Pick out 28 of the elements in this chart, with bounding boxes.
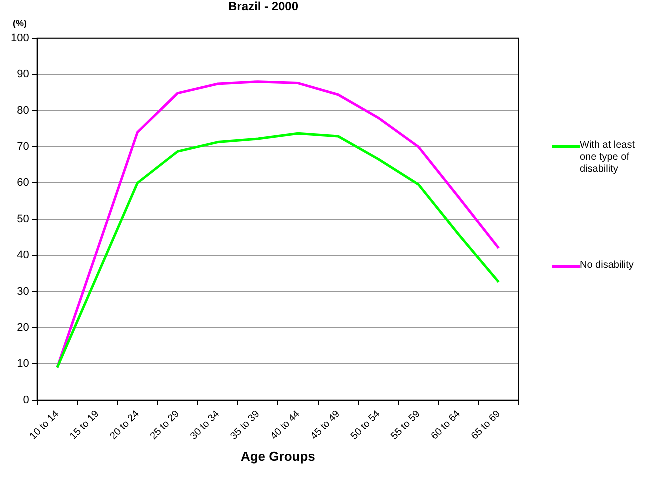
y-tick-label: 90 bbox=[17, 68, 30, 81]
y-tick-label: 30 bbox=[17, 286, 30, 298]
y-tick-label: 80 bbox=[17, 104, 30, 117]
x-tick-label: 65 to 69 bbox=[470, 408, 504, 442]
x-tick-label: 20 to 24 bbox=[108, 408, 142, 442]
y-tick-label: 60 bbox=[17, 177, 30, 190]
chart-title: Brazil - 2000 bbox=[228, 0, 299, 14]
x-tick-label: 30 to 34 bbox=[188, 408, 222, 442]
x-tick-label: 50 to 54 bbox=[349, 408, 383, 442]
x-tick-label: 45 to 49 bbox=[309, 408, 343, 442]
legend-label: No disability bbox=[580, 260, 635, 272]
x-tick-label: 40 to 44 bbox=[268, 408, 303, 442]
x-tick-label: 15 to 19 bbox=[68, 408, 102, 442]
y-axis-title: (%) bbox=[13, 18, 27, 28]
x-axis-title: Age Groups bbox=[240, 448, 316, 464]
y-tick-label: 70 bbox=[17, 141, 30, 154]
x-tick-label: 25 to 29 bbox=[148, 408, 182, 442]
x-tick-label: 60 to 64 bbox=[430, 408, 464, 442]
y-tick-label: 50 bbox=[17, 213, 30, 226]
y-tick-label: 10 bbox=[17, 358, 30, 370]
legend-label: With at least one type of disability bbox=[580, 140, 636, 176]
x-tick-label: 55 to 59 bbox=[389, 408, 424, 442]
y-tick-label: 0 bbox=[23, 394, 30, 406]
y-tick-label: 40 bbox=[17, 250, 30, 262]
y-tick-label: 100 bbox=[10, 32, 30, 44]
y-tick-label: 20 bbox=[17, 322, 30, 334]
x-tick-label: 10 to 14 bbox=[28, 408, 62, 442]
x-tick-label: 35 to 39 bbox=[228, 408, 262, 442]
